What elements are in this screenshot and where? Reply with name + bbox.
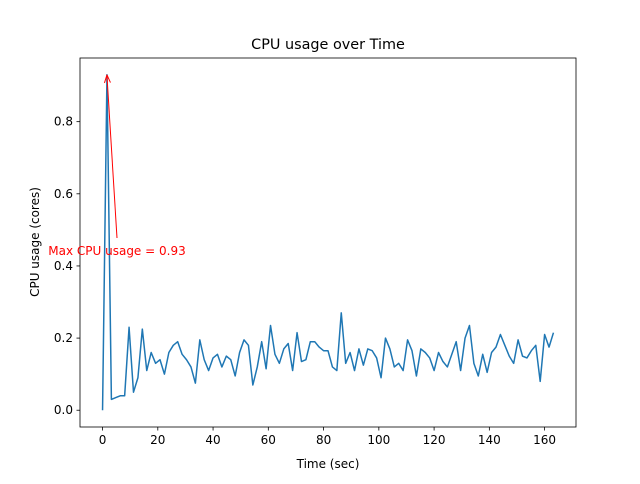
chart-title: CPU usage over Time (251, 37, 405, 53)
annotation-arrow (106, 75, 118, 239)
plot-frame (79, 57, 577, 428)
y-tick-label: 0.6 (54, 187, 73, 201)
x-tick-label: 20 (150, 433, 165, 447)
x-tick-label: 60 (261, 433, 276, 447)
y-tick-label: 0.4 (54, 259, 73, 273)
x-tick-label: 40 (205, 433, 220, 447)
x-tick-label: 140 (478, 433, 501, 447)
data-line (101, 74, 555, 411)
y-tick-label: 0.8 (54, 115, 73, 129)
x-tick-label: 100 (367, 433, 390, 447)
x-axis-label: Time (sec) (296, 457, 360, 471)
annotation: Max CPU usage = 0.93 (48, 244, 185, 258)
y-tick-label: 0.2 (54, 331, 73, 345)
x-tick-label: 0 (99, 433, 107, 447)
y-tick-label: 0.0 (54, 403, 73, 417)
x-tick-label: 80 (316, 433, 331, 447)
annotation-arrowhead (103, 74, 111, 84)
y-axis-label: CPU usage (cores) (28, 187, 42, 297)
x-tick-label: 120 (423, 433, 446, 447)
x-tick-label: 160 (533, 433, 556, 447)
